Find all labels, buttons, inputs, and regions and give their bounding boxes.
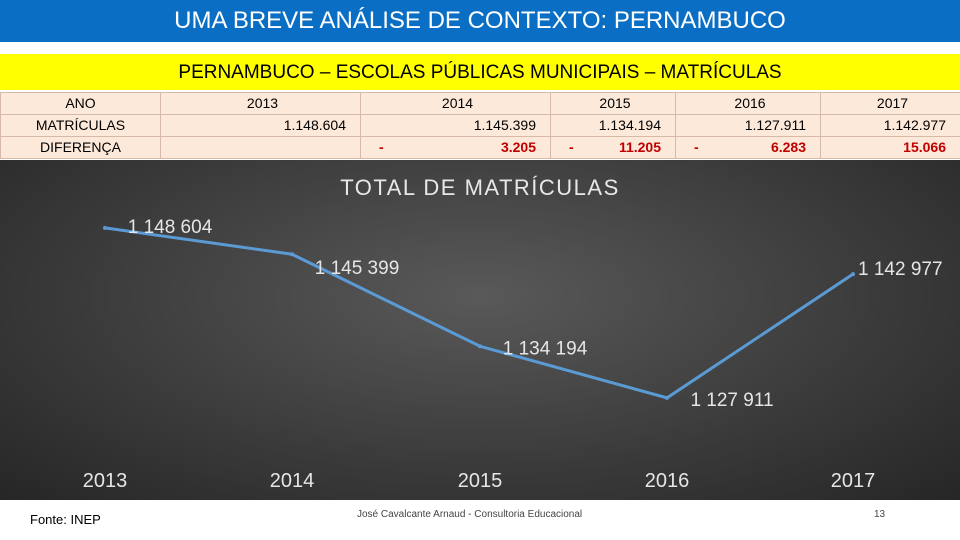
data-label: 1 134 194	[503, 338, 588, 359]
x-tick-label: 2016	[645, 470, 690, 492]
cell-year: 2016	[675, 92, 821, 115]
table-title: PERNAMBUCO – ESCOLAS PÚBLICAS MUNICIPAIS…	[0, 54, 960, 90]
slide-header: UMA BREVE ANÁLISE DE CONTEXTO: PERNAMBUC…	[0, 0, 960, 42]
data-point	[290, 252, 294, 257]
page-number: 13	[874, 509, 886, 520]
data-point	[103, 225, 107, 230]
row-label-year: ANO	[0, 92, 161, 115]
x-tick-label: 2015	[458, 470, 503, 492]
row-label-enrollments: MATRÍCULAS	[0, 114, 161, 137]
cell-difference: - 3.205	[360, 136, 551, 159]
cell-difference: - 6.283	[675, 136, 821, 159]
cell-difference: - 11.205	[550, 136, 676, 159]
cell-enrollments: 1.145.399	[360, 114, 551, 137]
data-label: 1 142 977	[858, 259, 943, 280]
x-tick-label: 2017	[831, 470, 876, 492]
cell-year: 2013	[160, 92, 361, 115]
cell-enrollments: 1.134.194	[550, 114, 676, 137]
difference-sign: -	[694, 139, 699, 155]
cell-year: 2014	[360, 92, 551, 115]
source-note: Fonte: INEP	[30, 512, 101, 527]
enrollment-table: ANO 2013 2014 2015 2016 2017 MATRÍCULAS …	[0, 92, 960, 159]
chart-title: TOTAL DE MATRÍCULAS	[340, 175, 620, 200]
difference-sign: -	[569, 139, 574, 155]
difference-value: 11.205	[618, 139, 661, 155]
footer-author: José Cavalcante Arnaud - Consultoria Edu…	[357, 509, 583, 520]
data-point	[478, 344, 482, 349]
cell-year: 2017	[820, 92, 960, 115]
difference-value: 6.283	[770, 139, 806, 155]
series-group	[103, 225, 855, 400]
data-point	[665, 395, 669, 400]
cell-enrollments: 1.142.977	[820, 114, 960, 137]
cell-enrollments: 1.127.911	[675, 114, 821, 137]
difference-sign: -	[379, 139, 384, 155]
x-axis-ticks: 2013 2014 2015 2016 2017	[83, 470, 876, 492]
data-point	[851, 272, 855, 277]
difference-value: 15.066	[903, 139, 946, 155]
cell-difference: 15.066	[820, 136, 960, 159]
chart-panel: TOTAL DE MATRÍCULAS 1 148 604 1 145 399 1 …	[0, 160, 960, 500]
row-label-difference: DIFERENÇA	[0, 136, 161, 159]
cell-enrollments: 1.148.604	[160, 114, 361, 137]
data-label: 1 148 604	[128, 217, 213, 238]
difference-value: 3.205	[500, 139, 536, 155]
cell-difference	[160, 136, 361, 159]
data-label: 1 127 911	[690, 390, 773, 411]
data-label: 1 145 399	[315, 258, 400, 279]
series-line	[104, 226, 854, 400]
x-tick-label: 2014	[270, 470, 315, 492]
cell-year: 2015	[550, 92, 676, 115]
x-tick-label: 2013	[83, 470, 128, 492]
data-labels: 1 148 604 1 145 399 1 134 194 1 127 911 1 14…	[128, 217, 943, 411]
